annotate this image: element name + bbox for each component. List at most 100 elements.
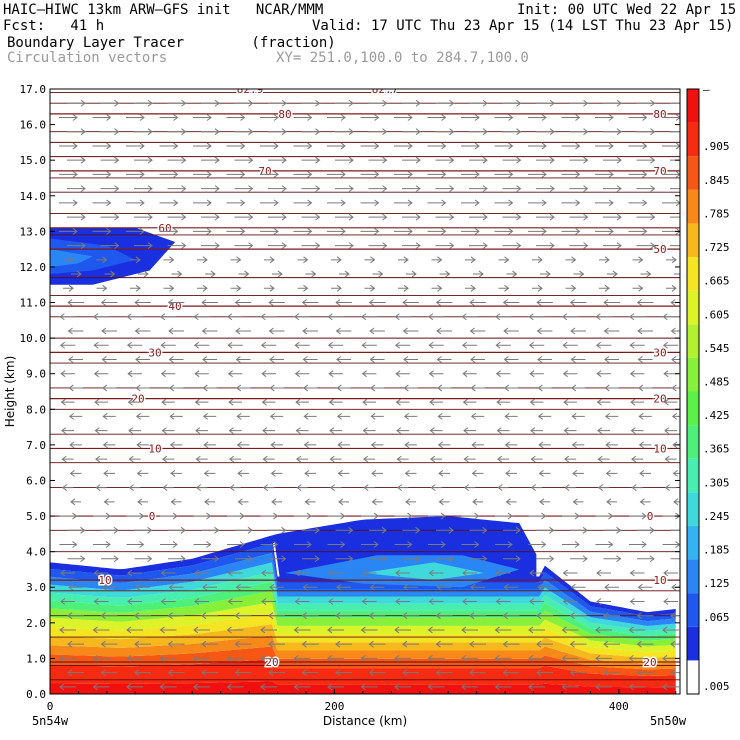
vector-arrow	[100, 242, 120, 249]
temp-contour-label: 82.9	[237, 83, 264, 96]
vector-arrow	[194, 398, 209, 406]
vector-arrow	[201, 242, 220, 249]
vector-arrow	[100, 185, 120, 193]
vector-arrow	[427, 655, 445, 662]
vector-arrow	[193, 655, 210, 662]
vector-arrow	[159, 227, 179, 235]
vector-arrow	[60, 398, 75, 406]
vector-arrow	[296, 455, 309, 463]
vector-arrow	[473, 270, 484, 278]
vector-arrow	[301, 128, 321, 136]
vector-arrow	[201, 299, 218, 306]
vector-arrow	[168, 555, 186, 563]
vector-arrow	[396, 455, 409, 463]
vector-arrow	[271, 498, 283, 506]
colorbar-segment	[687, 324, 699, 358]
vector-arrow	[540, 270, 551, 278]
vector-arrow	[67, 156, 86, 164]
vector-arrow	[371, 469, 383, 477]
vector-arrow	[435, 640, 453, 648]
vector-arrow	[63, 256, 74, 264]
vector-arrow	[571, 384, 586, 392]
vector-arrow	[304, 469, 316, 477]
vector-arrow	[571, 441, 585, 449]
vector-arrow	[67, 669, 84, 677]
vector-arrow	[261, 598, 276, 605]
colorbar-label: .185	[703, 544, 730, 557]
vector-arrow	[67, 128, 86, 136]
vector-arrow	[632, 284, 644, 292]
vector-arrow	[127, 370, 142, 378]
vector-arrow	[562, 512, 580, 520]
vector-arrow	[302, 555, 320, 563]
vector-arrow	[461, 341, 478, 349]
vector-arrow	[430, 455, 443, 463]
vector-arrow	[502, 99, 522, 107]
vector-arrow	[303, 413, 317, 420]
vector-arrow	[134, 612, 151, 620]
vector-arrow	[135, 413, 150, 420]
vector-arrow	[329, 484, 342, 491]
vector-arrow	[563, 398, 577, 406]
vector-arrow	[293, 683, 311, 691]
vector-arrow	[126, 512, 145, 520]
tracer-band-11	[50, 552, 676, 627]
vector-arrow	[100, 156, 120, 164]
vector-arrow	[498, 256, 510, 264]
vector-arrow	[167, 185, 187, 193]
vector-arrow	[368, 99, 388, 107]
vector-arrow	[160, 512, 178, 520]
vector-arrow	[503, 327, 519, 335]
vector-arrow	[461, 114, 480, 121]
vector-arrow	[402, 669, 419, 677]
vector-arrow	[59, 142, 78, 150]
vector-arrow	[637, 555, 655, 563]
colorbar-segment	[687, 189, 699, 224]
vector-arrow	[167, 213, 187, 221]
temp-contour-label: 20	[131, 393, 144, 406]
vector-arrow	[95, 455, 108, 463]
vector-arrow	[368, 669, 386, 677]
vector-arrow	[102, 413, 116, 420]
y-tick-label: 0.0	[26, 688, 46, 701]
vector-arrow	[262, 427, 276, 435]
vector-arrow	[603, 555, 622, 563]
vector-arrow	[327, 171, 346, 178]
vector-arrow	[595, 199, 614, 207]
vector-arrow	[498, 284, 510, 292]
vector-arrow	[530, 455, 543, 463]
vector-arrow	[496, 398, 510, 406]
vector-arrow	[229, 484, 241, 491]
vector-arrow	[236, 441, 250, 449]
vector-arrow	[335, 669, 352, 677]
vector-arrow	[201, 669, 218, 677]
vector-arrow	[502, 213, 522, 221]
y-axis-title: Height (km)	[3, 356, 17, 427]
vector-arrow	[168, 526, 186, 534]
vector-arrow	[569, 640, 587, 648]
vector-arrow	[638, 384, 653, 392]
vector-arrow	[469, 213, 488, 221]
vector-arrow	[402, 640, 419, 648]
vector-arrow	[536, 213, 555, 221]
vector-arrow	[402, 156, 421, 164]
y-tick-label: 3.0	[26, 581, 46, 594]
vector-arrow	[168, 327, 184, 335]
vector-arrow	[538, 441, 551, 449]
vector-arrow	[403, 413, 418, 420]
vector-arrow	[529, 569, 544, 577]
vector-arrow	[528, 655, 545, 662]
colorbar-segment	[687, 660, 699, 694]
vector-arrow	[664, 484, 677, 491]
vector-arrow	[360, 626, 378, 634]
vector-arrow	[226, 683, 244, 691]
vector-arrow	[664, 455, 677, 463]
vector-arrow	[569, 128, 589, 136]
vector-arrow	[226, 199, 246, 207]
vector-arrow	[595, 313, 612, 321]
y-tick-label: 14.0	[20, 190, 47, 203]
vector-arrow	[59, 341, 76, 349]
vector-arrow	[671, 384, 680, 392]
vector-arrow	[329, 427, 343, 435]
vector-arrow	[569, 242, 589, 249]
